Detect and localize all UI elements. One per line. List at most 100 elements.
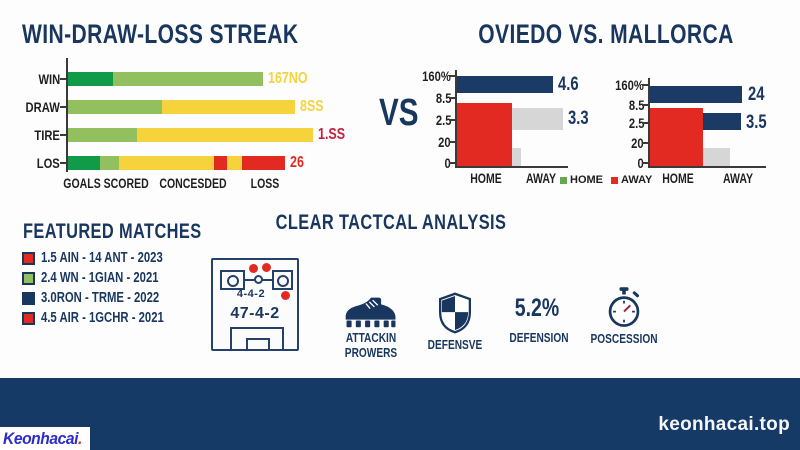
chart-b-red-vbar-home (650, 108, 703, 166)
brand-logo-text: Keonhacai. (3, 429, 82, 449)
chart-b-x-axis (648, 166, 766, 168)
brand-logo: Keonhacai. (0, 427, 90, 450)
y-tick-mark (449, 97, 455, 99)
wdl-bar-los: 26 (68, 154, 308, 171)
wdl-x-label-loss: LOSS (250, 176, 280, 191)
legend-item: HOME (560, 174, 603, 186)
y-tick-label: 8.5 (628, 97, 644, 113)
chart-b-navy-hbar-top (650, 86, 742, 103)
y-tick-mark (449, 162, 455, 164)
chart-b-value-mid: 3.5 (746, 112, 767, 133)
legend-swatch (611, 176, 618, 184)
wdl-bar-draw: 8SS (68, 99, 330, 115)
pitch-left-circle (227, 275, 239, 287)
y-tick-label: 20 (438, 134, 451, 150)
defension-stat-label: DEFENSION (509, 330, 569, 345)
attack-stat-label-line1: ATTACKIN (345, 330, 397, 345)
wdl-bar-tire: 1.SS (68, 126, 353, 143)
wdl-y-axis-line (66, 58, 68, 172)
wdl-row-label-tire: TIRE (34, 127, 60, 143)
bar-segment (227, 156, 242, 170)
bar-segment (119, 156, 214, 170)
brand-dot: . (77, 428, 82, 448)
tactical-title: CLEAR TACTCAL ANALYSIS (275, 211, 507, 234)
wdl-axis-tick (60, 162, 66, 164)
y-tick-mark (642, 162, 648, 164)
wdl-row-label-draw: DRAW (25, 99, 60, 115)
y-tick-mark (642, 84, 648, 86)
match-color-swatch (22, 291, 35, 305)
y-tick-label: 2.5 (435, 112, 451, 128)
featured-match-text: 3.0RON - TRME - 2022 (41, 290, 160, 306)
chart-b-navy-hbar-mid (703, 113, 741, 130)
chart-a-navy-hbar (457, 76, 553, 93)
pitch-center-circle (254, 275, 263, 284)
attack-stat-label-line2: PROWERS (344, 345, 398, 360)
y-tick-label: 20 (631, 135, 644, 151)
wdl-bar-value: 167NO (268, 70, 308, 87)
featured-match-item: 2.4 WN - 1GIAN - 2021 (22, 270, 198, 286)
site-url-text: keonhacai.top (658, 414, 790, 435)
player-dot (281, 291, 290, 300)
wdl-row-label-los: LOS (36, 155, 60, 171)
brand-name: Keonhacai (3, 428, 78, 448)
pitch-left-box (220, 270, 245, 290)
y-tick-label: 160% (422, 68, 451, 84)
wdl-row-label-win: WIN (38, 71, 60, 87)
featured-match-text: 2.4 WN - 1GIAN - 2021 (41, 270, 159, 286)
chart-a-value-mid: 3.3 (568, 108, 589, 129)
chart-a-x-axis (455, 166, 568, 168)
chart-a-y-axis (455, 70, 457, 168)
legend-swatch (560, 176, 567, 184)
bar-segment (68, 128, 137, 142)
wdl-title: WIN-DRAW-LOSS STREAK (22, 19, 299, 49)
pitch-goal-box (246, 338, 270, 349)
featured-match-item: 4.5 AIR - 1GCHR - 2021 (22, 310, 198, 326)
legend-item: AWAY (611, 174, 652, 186)
bar-segment (68, 156, 100, 170)
bar-segment (137, 128, 313, 142)
chart-a-x-label-away: AWAY (525, 171, 557, 186)
y-tick-label: 0 (637, 155, 644, 171)
match-color-swatch (22, 271, 35, 285)
chart-a-value-top: 4.6 (558, 74, 579, 95)
pitch-right-circle (277, 275, 289, 287)
y-tick-mark (449, 119, 455, 121)
y-tick-label: 0 (444, 155, 451, 171)
featured-match-item: 3.0RON - TRME - 2022 (22, 290, 198, 306)
chart-b-gray-vbar-away (703, 148, 730, 166)
wdl-axis-tick (60, 134, 66, 136)
vs-label: VS (379, 92, 419, 134)
wdl-axis-tick (60, 78, 66, 80)
shield-icon (438, 292, 472, 334)
footer-bar (0, 378, 800, 450)
formation-large-label: 47-4-2 (230, 305, 280, 322)
featured-match-text: 1.5 AIN - 14 ANT - 2023 (41, 250, 163, 266)
featured-matches-title: FEATURED MATCHES (23, 220, 202, 243)
match-color-swatch (22, 311, 35, 325)
wdl-bar-value: 1.SS (318, 126, 346, 143)
y-tick-mark (642, 142, 648, 144)
featured-match-text: 4.5 AIR - 1GCHR - 2021 (41, 310, 164, 326)
y-tick-mark (449, 141, 455, 143)
y-tick-label: 2.5 (628, 115, 644, 131)
chart-b-x-label-home: HOME (662, 171, 694, 186)
y-tick-label: 160% (615, 77, 644, 93)
y-tick-mark (642, 104, 648, 106)
legend-label: AWAY (621, 174, 653, 186)
wdl-axis-tick (60, 106, 66, 108)
bar-segment (113, 72, 263, 86)
bar-segment (162, 100, 295, 114)
wdl-bar-value: 26 (290, 154, 304, 171)
bar-segment (214, 156, 227, 170)
player-dot (249, 264, 258, 273)
bar-segment (242, 156, 285, 170)
match-color-swatch (22, 251, 35, 265)
defension-percentage-value: 5.2% (514, 294, 560, 322)
defense-stat-label: DEFENSVE (427, 337, 483, 352)
stopwatch-icon (608, 287, 640, 327)
player-dot (262, 263, 271, 272)
possession-stat-label: POSCESSION (590, 331, 658, 346)
versus-title: OVIEDO VS. MALLORCA (478, 19, 734, 49)
